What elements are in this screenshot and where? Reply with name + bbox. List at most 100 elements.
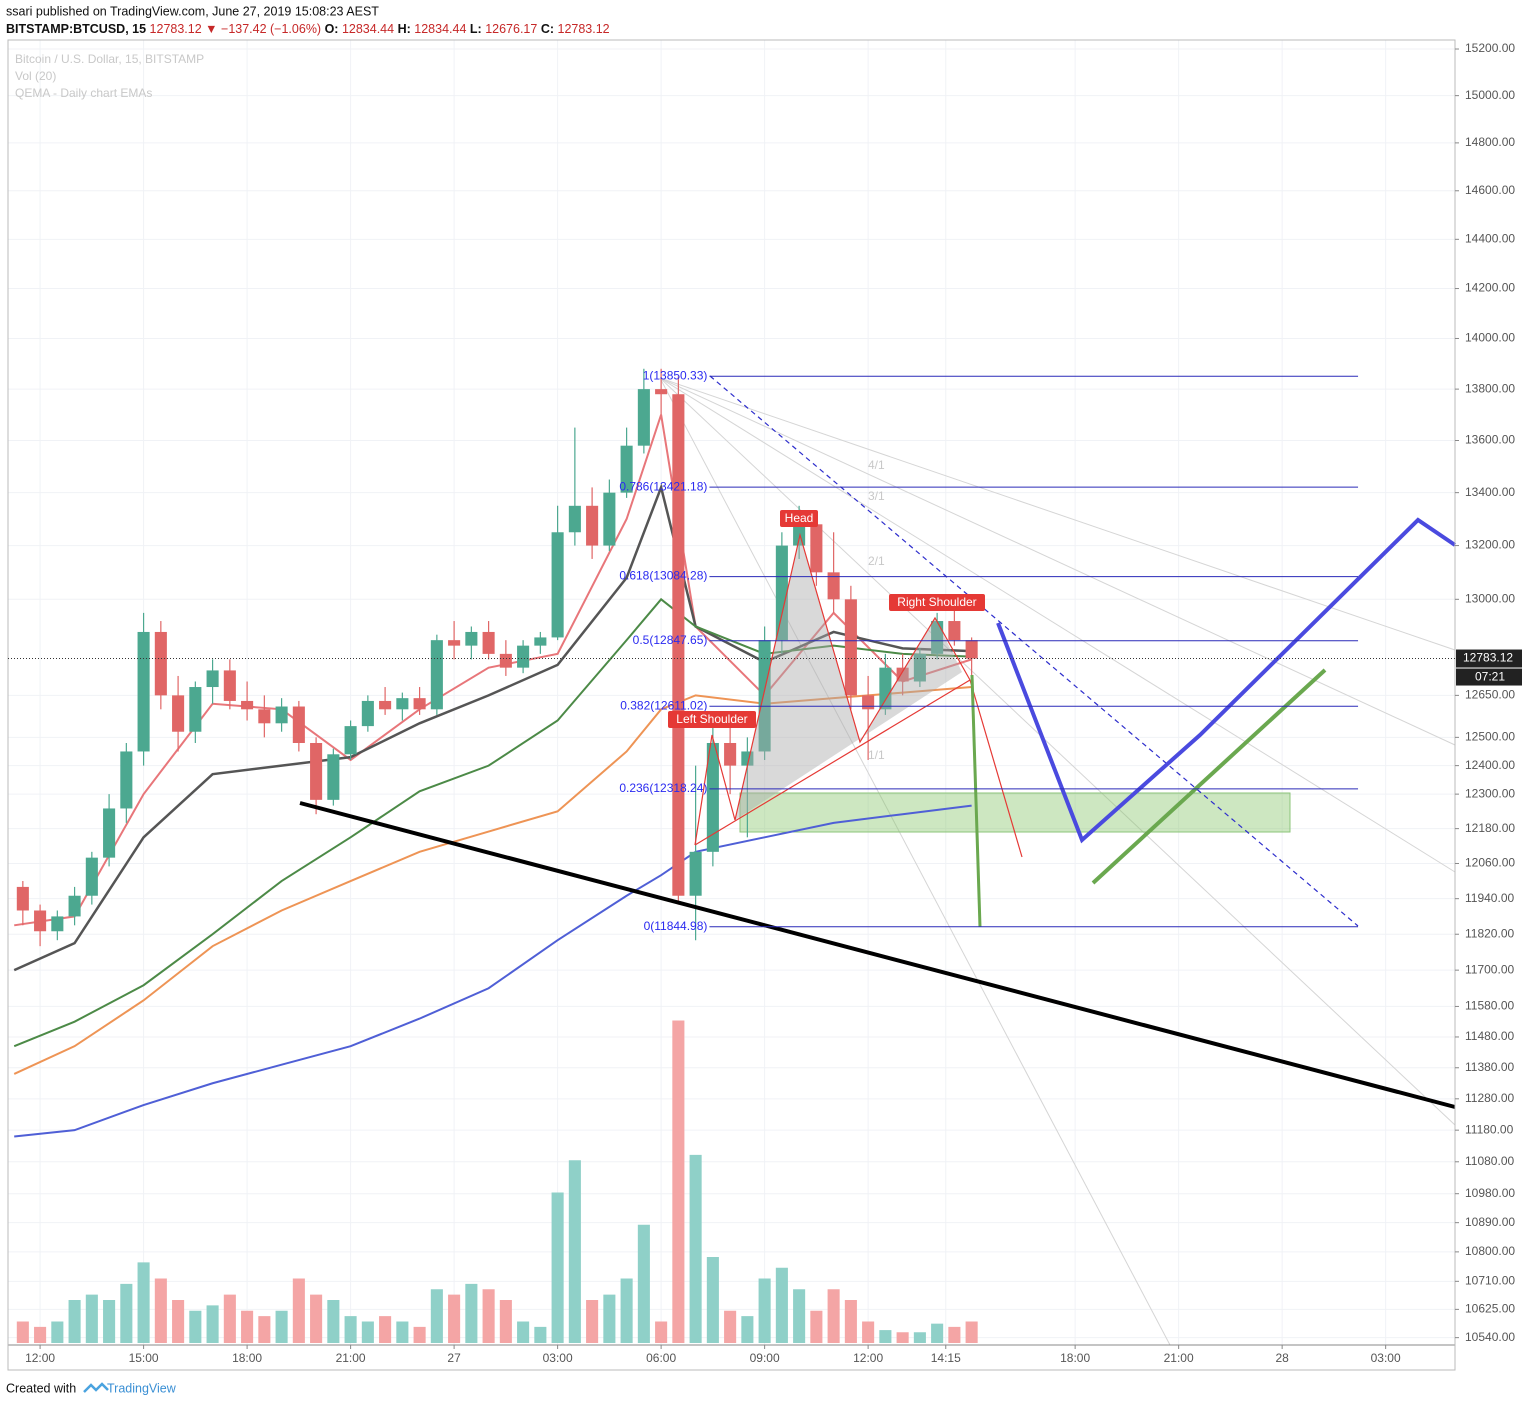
- y-tick-label: 11480.00: [1465, 1029, 1514, 1043]
- header-field: 12834.44: [414, 22, 466, 36]
- volume-bar: [931, 1323, 944, 1343]
- y-tick-label: 10540.00: [1465, 1330, 1515, 1344]
- fib-label: 0.786(13421.18): [619, 479, 707, 493]
- grid: [8, 40, 1455, 1345]
- trendline: [299, 801, 1456, 1109]
- candles: [16, 368, 978, 947]
- symbol-line: BITSTAMP:BTCUSD, 15 12783.12 ▼ −137.42 (…: [6, 22, 610, 36]
- candle-body: [430, 640, 443, 710]
- volume-bar: [85, 1294, 98, 1343]
- price-tag-label: 12783.12: [1463, 651, 1513, 665]
- candle-body: [68, 895, 81, 917]
- fan-line: [659, 377, 1456, 651]
- y-tick-label: 10625.00: [1465, 1302, 1515, 1316]
- y-tick-label: 12650.00: [1465, 688, 1515, 702]
- fibonacci: 1(13850.33) 0.786(13421.18) 0.618(13084.28…: [619, 368, 1359, 933]
- volume-bar: [120, 1283, 133, 1343]
- header-field: 12834.44: [342, 22, 394, 36]
- volume-bar: [793, 1289, 806, 1343]
- volume-bar: [499, 1300, 512, 1343]
- candle-body: [534, 637, 547, 646]
- candle-body: [603, 492, 616, 546]
- volume-bar: [689, 1154, 702, 1343]
- volume-bar: [275, 1310, 288, 1343]
- candle-body: [465, 631, 478, 646]
- y-tick-label: 11820.00: [1465, 926, 1514, 940]
- y-tick-label: 11180.00: [1465, 1122, 1514, 1136]
- volume-bar: [758, 1278, 771, 1343]
- candle-body: [310, 742, 323, 800]
- candle-body: [120, 751, 133, 809]
- target-line: [969, 679, 1023, 858]
- fib-label: 1(13850.33): [643, 368, 708, 382]
- volume-bar: [413, 1326, 426, 1343]
- volume-bar: [827, 1289, 840, 1343]
- projection: [996, 517, 1457, 844]
- legend-title: Bitcoin / U.S. Dollar, 15, BITSTAMP: [15, 52, 204, 66]
- y-tick-label: 13800.00: [1465, 381, 1515, 395]
- fan-label: 2/1: [868, 554, 885, 568]
- volume-bar: [844, 1300, 857, 1343]
- countdown-tag: [1456, 668, 1522, 686]
- header-field: O:: [325, 22, 339, 36]
- x-tick-label: 12:00: [25, 1351, 55, 1365]
- price-tag: [1456, 649, 1522, 668]
- volume-bar: [879, 1330, 892, 1343]
- y-tick-label: 11700.00: [1465, 962, 1514, 976]
- volume-bar: [327, 1300, 340, 1343]
- volume-bar: [448, 1294, 461, 1343]
- y-tick-label: 11280.00: [1465, 1091, 1514, 1105]
- fib-label: 0.236(12318.24): [619, 781, 707, 795]
- volume-bar: [361, 1321, 374, 1343]
- volume-bar: [16, 1321, 29, 1343]
- volume-bar: [534, 1326, 547, 1343]
- annotation-box: [668, 711, 756, 728]
- fan-line: [659, 377, 1456, 746]
- x-tick-label: 12:00: [853, 1351, 883, 1365]
- volume-bar: [379, 1316, 392, 1343]
- y-tick-label: 11580.00: [1465, 999, 1514, 1013]
- candle-body: [827, 572, 840, 600]
- footer-created: Created with: [6, 1381, 76, 1395]
- y-tick-label: 11940.00: [1465, 891, 1514, 905]
- volume-bar: [206, 1305, 219, 1343]
- y-tick-label: 10710.00: [1465, 1274, 1515, 1288]
- legend-indicator: QEMA - Daily chart EMAs: [15, 86, 152, 100]
- volume-bar: [137, 1262, 150, 1343]
- volume-bar: [396, 1321, 409, 1343]
- volume-bar: [913, 1332, 926, 1343]
- candle-body: [517, 645, 530, 668]
- candle-body: [223, 670, 236, 701]
- x-tick-label: 18:00: [1060, 1351, 1090, 1365]
- candle-body: [931, 621, 944, 654]
- head-shoulders: [694, 532, 971, 846]
- candle-body: [344, 726, 357, 755]
- volume-bar: [775, 1267, 788, 1343]
- volume-bar: [741, 1316, 754, 1343]
- candle-body: [361, 700, 374, 727]
- fan-label: 3/1: [868, 489, 885, 503]
- header-field: ▼ −137.42 (−1.06%): [205, 22, 321, 36]
- footer-brand: TradingView: [107, 1381, 177, 1395]
- y-tick-label: 12500.00: [1465, 730, 1515, 744]
- candle-body: [689, 851, 702, 896]
- volume-bar: [965, 1321, 978, 1343]
- volume-bar: [810, 1310, 823, 1343]
- candle-body: [396, 698, 409, 710]
- candle-body: [34, 910, 47, 932]
- volume-bar: [189, 1310, 202, 1343]
- volume-bar: [223, 1294, 236, 1343]
- volume-bar: [292, 1278, 305, 1343]
- volume-bar: [68, 1300, 81, 1343]
- annotation-box: [780, 510, 818, 527]
- candle-body: [154, 631, 167, 696]
- candle-body: [551, 532, 564, 638]
- volume-bar: [948, 1326, 961, 1343]
- volume-bar: [103, 1300, 116, 1343]
- fib-label: 0(11844.98): [644, 919, 708, 933]
- candle-body: [413, 698, 426, 710]
- header-field: L:: [470, 22, 482, 36]
- volume-bar: [551, 1192, 564, 1343]
- candle-body: [879, 667, 892, 710]
- volume-bar: [154, 1278, 167, 1343]
